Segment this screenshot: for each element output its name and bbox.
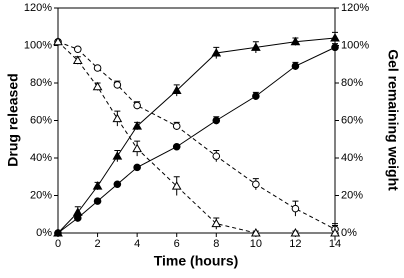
y-tick-label: 100% — [24, 39, 52, 51]
x-tick-label: 6 — [174, 238, 180, 250]
y2-tick-label: 80% — [341, 77, 363, 89]
point — [250, 227, 261, 237]
point — [212, 116, 221, 125]
point — [112, 113, 123, 123]
point — [172, 142, 181, 151]
x-tick-label: 10 — [250, 238, 262, 250]
point — [92, 181, 103, 190]
point — [72, 55, 83, 64]
point — [290, 227, 301, 237]
y-tick-label: 120% — [24, 2, 52, 14]
x-axis-title: Time (hours) — [154, 253, 239, 269]
point — [133, 101, 141, 110]
point — [133, 163, 141, 172]
series-line — [57, 46, 336, 234]
point — [53, 36, 63, 46]
point — [171, 181, 182, 190]
y2-tick-label: 40% — [341, 152, 363, 164]
point — [252, 180, 260, 189]
x-tick-label: 12 — [289, 238, 301, 250]
y2-tick-label: 60% — [341, 114, 363, 126]
series-line — [57, 41, 336, 230]
y2-tick-label: 0% — [341, 227, 357, 239]
y2-axis-title: Gel remaining weight — [385, 49, 401, 191]
point — [112, 151, 123, 160]
y2-tick-label: 100% — [341, 39, 369, 51]
point — [171, 85, 182, 94]
series-line — [57, 41, 335, 234]
point — [132, 143, 143, 153]
point — [93, 64, 102, 72]
point — [252, 92, 260, 100]
point — [211, 47, 222, 57]
y2-tick-label: 20% — [341, 189, 363, 201]
x-tick-label: 8 — [213, 238, 219, 250]
point — [113, 81, 122, 89]
point — [172, 122, 181, 130]
point — [291, 62, 300, 70]
point — [212, 152, 221, 160]
y-tick-label: 0% — [36, 227, 52, 239]
x-tick-label: 2 — [95, 238, 101, 250]
point — [92, 81, 103, 91]
point — [330, 32, 340, 42]
point — [330, 227, 340, 237]
x-tick-label: 4 — [134, 238, 140, 250]
point — [93, 197, 102, 205]
point — [331, 43, 339, 52]
y-tick-label: 40% — [30, 152, 52, 164]
point — [113, 180, 122, 189]
series-line — [57, 37, 336, 234]
y2-tick-label: 120% — [341, 2, 369, 14]
point — [73, 45, 82, 54]
point — [73, 214, 82, 222]
point — [250, 42, 261, 51]
x-tick-label: 14 — [329, 238, 341, 250]
point — [132, 121, 143, 130]
y-tick-label: 80% — [30, 77, 52, 89]
point — [54, 229, 62, 237]
point — [211, 218, 222, 228]
y-axis-title: Drug released — [5, 73, 21, 166]
y-tick-label: 20% — [30, 189, 52, 201]
point — [290, 36, 301, 46]
x-tick-label: 0 — [55, 238, 61, 250]
y-tick-label: 60% — [30, 114, 52, 126]
point — [291, 204, 300, 213]
